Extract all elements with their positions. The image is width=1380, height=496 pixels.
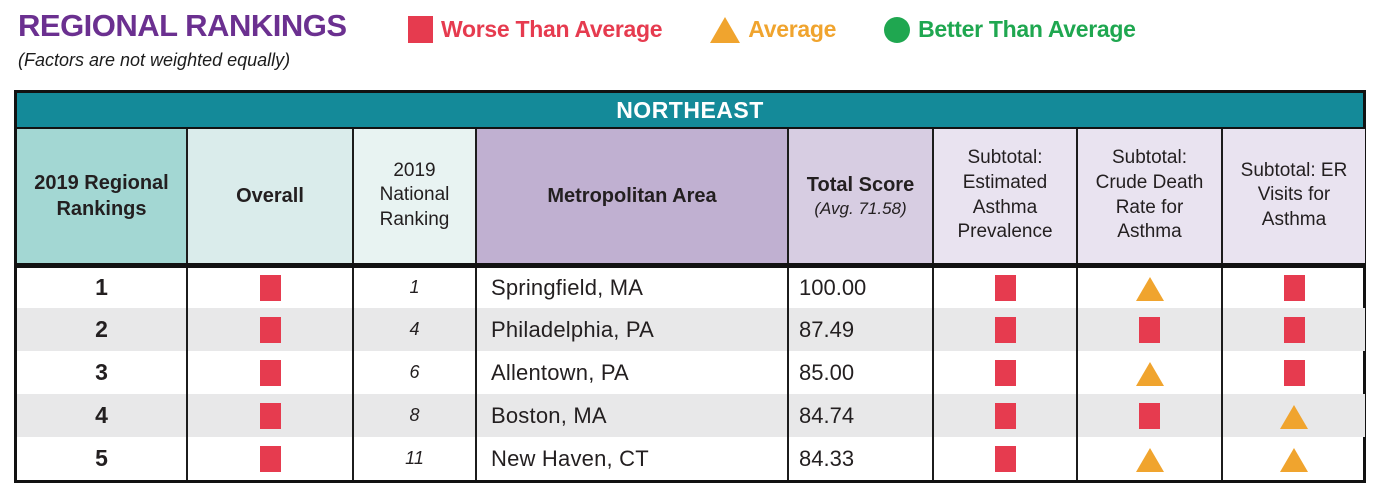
table-body: 1 1 Springfield, MA 100.00 2 4 Philadelphia, P… <box>17 265 1365 480</box>
regional-ranking-cell: 5 <box>95 445 108 471</box>
overall-cell <box>186 437 353 480</box>
regional-ranking-cell: 2 <box>95 316 108 342</box>
col-header-regional-rankings: 2019 Regional Rankings <box>17 129 187 265</box>
col-header-metropolitan-area: Metropolitan Area <box>475 129 788 265</box>
total-score-label: Total Score <box>806 173 915 196</box>
asthma-prevalence-cell <box>932 394 1077 437</box>
worse-than-average-icon <box>1139 317 1160 344</box>
metro-area-cell: Boston, MA <box>475 394 788 437</box>
worse-than-average-icon <box>1283 360 1305 387</box>
average-icon <box>710 16 741 43</box>
er-visits-cell <box>1221 394 1365 437</box>
legend-item-average: Average <box>710 16 836 43</box>
col-header-total-score: Total Score (Avg. 71.58) <box>787 129 933 265</box>
regional-ranking-cell: 4 <box>95 402 108 428</box>
worse-than-average-icon <box>1139 403 1160 430</box>
legend-item-better: Better Than Average <box>884 16 1136 43</box>
better-than-average-icon <box>884 16 911 43</box>
overall-cell <box>186 351 353 394</box>
regional-ranking-cell: 3 <box>95 359 108 385</box>
worse-than-average-icon <box>259 275 281 302</box>
average-icon <box>1280 404 1308 429</box>
rankings-grid: 2019 Regional Rankings Overall 2019 Nati… <box>17 129 1365 480</box>
total-score-average: (Avg. 71.58) <box>814 198 907 218</box>
crude-death-rate-cell <box>1076 394 1222 437</box>
national-ranking-cell: 4 <box>352 308 476 351</box>
average-icon <box>1135 276 1164 301</box>
region-header: NORTHEAST <box>17 93 1363 129</box>
table-row: 3 6 Allentown, PA 85.00 <box>17 351 1365 394</box>
col-header-national-ranking: 2019 National Ranking <box>352 129 476 265</box>
page-title: REGIONAL RANKINGS <box>18 8 347 43</box>
er-visits-cell <box>1221 437 1365 480</box>
legend-label-average: Average <box>748 16 837 42</box>
table-header-row: 2019 Regional Rankings Overall 2019 Nati… <box>17 129 1365 265</box>
worse-than-average-icon <box>259 403 281 430</box>
worse-than-average-icon <box>1283 275 1305 302</box>
worse-than-average-icon <box>259 360 281 387</box>
col-header-asthma-prevalence: Subtotal: Estimated Asthma Prevalence <box>932 129 1077 265</box>
total-score-cell: 84.74 <box>787 394 933 437</box>
overall-cell <box>186 394 353 437</box>
crude-death-rate-cell <box>1076 308 1222 351</box>
metro-area-cell: Springfield, MA <box>475 265 788 308</box>
worse-than-average-icon <box>994 317 1016 344</box>
worse-than-average-icon <box>1283 317 1305 344</box>
worse-than-average-icon <box>994 403 1016 430</box>
overall-cell <box>186 308 353 351</box>
worse-than-average-icon <box>259 446 281 473</box>
total-score-cell: 100.00 <box>787 265 933 308</box>
asthma-prevalence-cell <box>932 351 1077 394</box>
asthma-prevalence-cell <box>932 437 1077 480</box>
asthma-prevalence-cell <box>932 308 1077 351</box>
national-ranking-cell: 11 <box>352 437 476 480</box>
total-score-cell: 85.00 <box>787 351 933 394</box>
overall-cell <box>186 265 353 308</box>
col-header-overall: Overall <box>186 129 353 265</box>
metro-area-cell: Allentown, PA <box>475 351 788 394</box>
worse-than-average-icon <box>408 16 433 43</box>
legend-label-worse: Worse Than Average <box>441 16 663 42</box>
national-ranking-cell: 1 <box>352 265 476 308</box>
total-score-cell: 84.33 <box>787 437 933 480</box>
col-header-crude-death-rate: Subtotal: Crude Death Rate for Asthma <box>1076 129 1222 265</box>
er-visits-cell <box>1221 351 1365 394</box>
rankings-table: NORTHEAST 2019 Regional Rankings Overall… <box>14 90 1366 483</box>
regional-ranking-cell: 1 <box>95 274 108 301</box>
metro-area-cell: New Haven, CT <box>475 437 788 480</box>
worse-than-average-icon <box>259 317 281 344</box>
national-ranking-cell: 8 <box>352 394 476 437</box>
worse-than-average-icon <box>994 360 1016 387</box>
average-icon <box>1135 361 1164 386</box>
asthma-prevalence-cell <box>932 265 1077 308</box>
page-header: REGIONAL RANKINGS (Factors are not weigh… <box>0 0 1380 90</box>
er-visits-cell <box>1221 265 1365 308</box>
table-row: 4 8 Boston, MA 84.74 <box>17 394 1365 437</box>
worse-than-average-icon <box>994 275 1016 302</box>
total-score-cell: 87.49 <box>787 308 933 351</box>
average-icon <box>1280 447 1308 472</box>
page-subtitle: (Factors are not weighted equally) <box>18 50 291 70</box>
crude-death-rate-cell <box>1076 265 1222 308</box>
er-visits-cell <box>1221 308 1365 351</box>
worse-than-average-icon <box>994 446 1016 473</box>
metro-area-cell: Philadelphia, PA <box>475 308 788 351</box>
legend: Worse Than Average Average Better Than A… <box>408 16 1136 43</box>
crude-death-rate-cell <box>1076 437 1222 480</box>
crude-death-rate-cell <box>1076 351 1222 394</box>
average-icon <box>1135 447 1164 472</box>
national-ranking-cell: 6 <box>352 351 476 394</box>
table-row: 2 4 Philadelphia, PA 87.49 <box>17 308 1365 351</box>
table-row: 1 1 Springfield, MA 100.00 <box>17 265 1365 308</box>
legend-item-worse: Worse Than Average <box>408 16 663 43</box>
legend-label-better: Better Than Average <box>918 16 1136 42</box>
table-row: 5 11 New Haven, CT 84.33 <box>17 437 1365 480</box>
col-header-er-visits: Subtotal: ER Visits for Asthma <box>1221 129 1365 265</box>
